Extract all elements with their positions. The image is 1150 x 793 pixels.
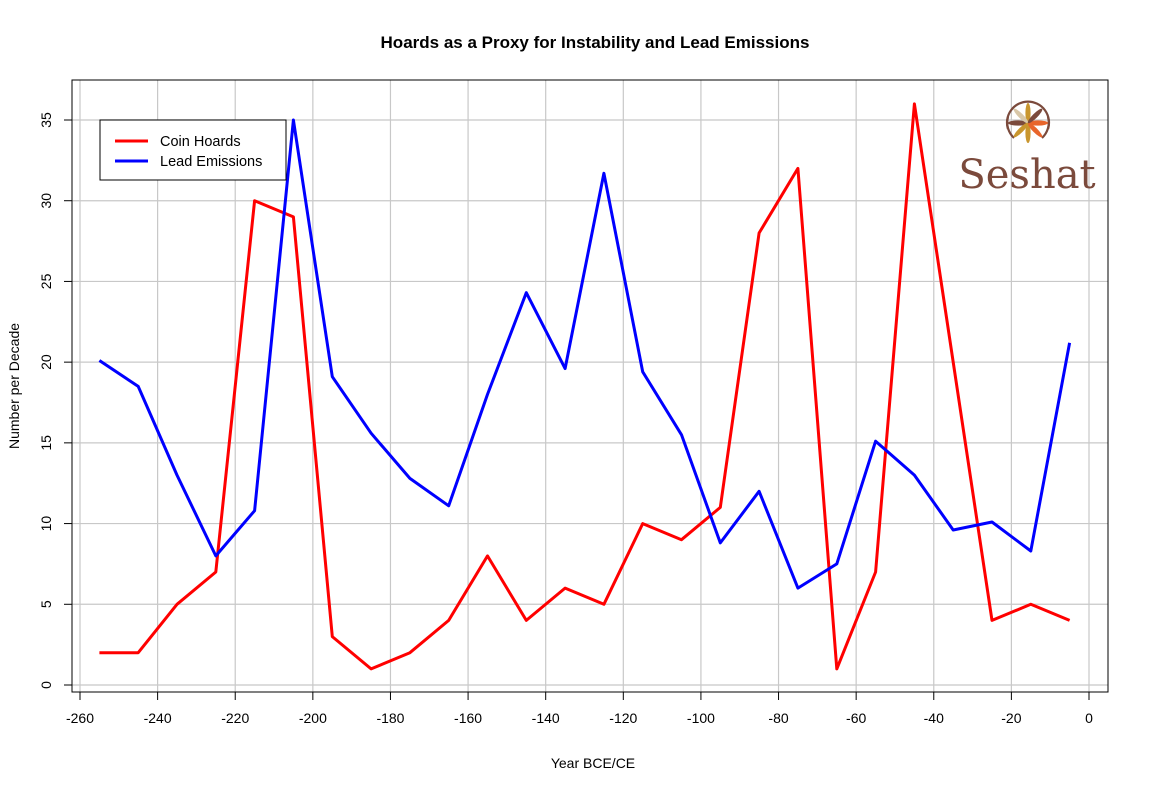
data-point-lead-emissions [525,291,528,294]
logo-text: Seshat [958,152,1095,198]
x-tick-label: -180 [376,710,404,726]
x-tick-label: -140 [532,710,560,726]
y-tick-label: 15 [38,435,54,451]
data-point-lead-emissions [641,370,644,373]
data-point-coin-hoards [913,102,916,105]
data-point-coin-hoards [602,603,605,606]
data-point-coin-hoards [447,619,450,622]
x-axis: -260 -240 -220 -200 -180 -160 -140 -120 -100 -80-… [66,692,1093,726]
x-tick-label: -260 [66,710,94,726]
y-axis: 0 5 10 15 20 25 30 35 [38,112,72,689]
data-point-lead-emissions [137,385,140,388]
data-point-coin-hoards [952,361,955,364]
data-point-lead-emissions [1029,550,1032,553]
x-tick-label: -120 [609,710,637,726]
data-point-lead-emissions [447,504,450,507]
x-tick-label: 0 [1085,710,1093,726]
chart-title: Hoards as a Proxy for Instability and Le… [381,33,810,52]
x-tick-label: -80 [768,710,788,726]
data-point-lead-emissions [874,440,877,443]
data-point-coin-hoards [719,506,722,509]
data-point-coin-hoards [680,538,683,541]
plot-frame [71,79,1109,693]
x-tick-label: -200 [299,710,327,726]
data-point-lead-emissions [408,477,411,480]
seshat-logo: Seshat [958,100,1096,198]
x-tick-label: -220 [221,710,249,726]
x-tick-label: -240 [144,710,172,726]
data-point-lead-emissions [835,562,838,565]
y-tick-label: 20 [38,354,54,370]
legend-label-coin-hoards: Coin Hoards [160,134,241,150]
grid [72,80,1108,692]
y-tick-label: 10 [38,516,54,532]
data-point-lead-emissions [98,359,101,362]
data-point-lead-emissions [913,474,916,477]
data-point-lead-emissions [292,119,295,122]
data-point-coin-hoards [990,619,993,622]
data-point-coin-hoards [98,651,101,654]
data-point-lead-emissions [952,529,955,532]
x-tick-label: -60 [846,710,866,726]
data-point-coin-hoards [1029,603,1032,606]
x-tick-label: -40 [924,710,944,726]
x-axis-label: Year BCE/CE [551,755,635,771]
data-point-coin-hoards [137,651,140,654]
data-point-coin-hoards [525,619,528,622]
x-tick-label: -20 [1001,710,1021,726]
data-point-lead-emissions [1068,341,1071,344]
x-tick-label: -160 [454,710,482,726]
series-layer [98,102,1072,671]
series-line-lead-emissions [98,118,1072,590]
data-point-coin-hoards [176,603,179,606]
data-point-coin-hoards [253,199,256,202]
data-point-lead-emissions [719,541,722,544]
data-point-coin-hoards [1068,619,1071,622]
series-line-coin-hoards [99,102,1071,671]
data-point-lead-emissions [990,520,993,523]
y-tick-label: 5 [38,600,54,608]
data-point-coin-hoards [758,232,761,235]
data-point-coin-hoards [214,571,217,574]
y-tick-label: 25 [38,273,54,289]
data-point-coin-hoards [835,667,838,670]
legend: Coin Hoards Lead Emissions [99,119,287,181]
data-point-lead-emissions [486,393,489,396]
data-point-lead-emissions [253,509,256,512]
legend-box [99,119,287,181]
y-tick-label: 35 [38,112,54,128]
x-tick-label: -100 [687,710,715,726]
data-point-coin-hoards [874,571,877,574]
y-tick-label: 30 [38,193,54,209]
legend-label-lead-emissions: Lead Emissions [160,154,262,170]
data-point-coin-hoards [331,635,334,638]
data-point-coin-hoards [292,215,295,218]
data-point-lead-emissions [214,554,217,557]
data-point-lead-emissions [796,587,799,590]
data-point-lead-emissions [602,172,605,175]
data-point-coin-hoards [641,522,644,525]
y-tick-label: 0 [38,681,54,689]
data-point-lead-emissions [680,433,683,436]
data-point-coin-hoards [408,651,411,654]
y-axis-label: Number per Decade [6,323,22,449]
data-point-coin-hoards [486,554,489,557]
data-point-lead-emissions [564,367,567,370]
data-point-lead-emissions [370,432,373,435]
data-point-lead-emissions [758,490,761,493]
data-point-coin-hoards [796,167,799,170]
compass-star-icon [1005,100,1051,143]
data-point-lead-emissions [331,375,334,378]
data-point-lead-emissions [176,474,179,477]
data-point-coin-hoards [564,587,567,590]
data-point-coin-hoards [370,667,373,670]
